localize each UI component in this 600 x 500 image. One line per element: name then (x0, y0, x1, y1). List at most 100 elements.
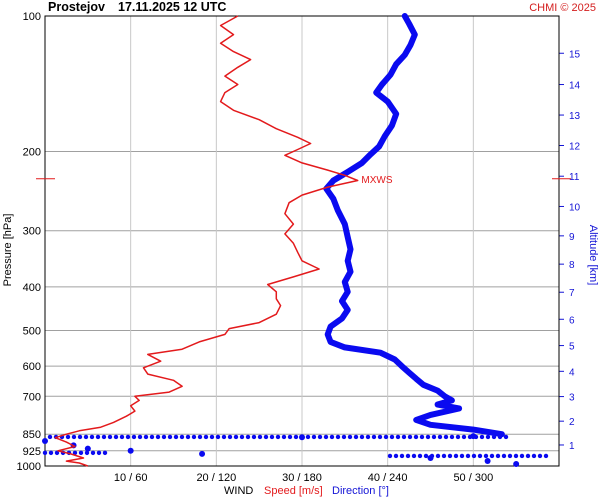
altitude-tick-label: 3 (569, 393, 575, 404)
direction-point (269, 434, 275, 440)
direction-point (203, 434, 209, 440)
pressure-tick-label: 100 (23, 11, 41, 23)
direction-point (411, 453, 417, 459)
wind-tick-label: 50 / 300 (453, 472, 493, 484)
pressure-tick-label: 200 (23, 146, 41, 158)
direction-point (221, 434, 227, 440)
altitude-tick-label: 12 (569, 142, 581, 153)
direction-point (323, 434, 329, 440)
direction-point (443, 434, 449, 440)
direction-point (470, 433, 477, 440)
direction-point (95, 434, 101, 440)
pressure-tick-label: 700 (23, 391, 41, 403)
direction-point (479, 434, 485, 440)
station-name: Prostejov (48, 0, 105, 14)
altitude-tick-label: 6 (569, 315, 575, 326)
direction-point (215, 434, 221, 440)
direction-point (419, 434, 425, 440)
pressure-tick-labels: 100 200 300 400 500 600 700 850 925 1000 (17, 11, 41, 473)
direction-point (347, 434, 353, 440)
direction-point (42, 438, 48, 445)
direction-point (127, 447, 134, 454)
pressure-axis-label: Pressure [hPa] (2, 214, 14, 287)
direction-point (48, 450, 54, 456)
direction-point (185, 434, 191, 440)
direction-point (353, 434, 359, 440)
direction-point (72, 450, 78, 456)
direction-point (437, 434, 443, 440)
direction-point (125, 434, 131, 440)
altitude-tick-label: 11 (569, 172, 580, 183)
direction-point (383, 434, 389, 440)
direction-point (311, 434, 317, 440)
direction-point (197, 434, 203, 440)
direction-point (377, 434, 383, 440)
altitude-tick-label: 13 (569, 111, 581, 122)
direction-point (167, 434, 173, 440)
direction-point (477, 453, 483, 459)
direction-point (54, 450, 60, 456)
series-layer (42, 13, 549, 468)
direction-point (42, 450, 48, 456)
direction-point (239, 434, 245, 440)
direction-point (263, 434, 269, 440)
direction-point (233, 434, 239, 440)
direction-point (77, 434, 83, 440)
wind-axis-title-speed: Speed [m/s] (264, 485, 323, 497)
direction-point (335, 434, 341, 440)
direction-point (143, 434, 149, 440)
direction-point (359, 434, 365, 440)
direction-point (423, 453, 429, 459)
altitude-tick-label: 7 (569, 288, 575, 299)
altitude-axis-label: Altitude [km] (587, 225, 599, 286)
direction-point (461, 434, 467, 440)
altitude-tick-label: 9 (569, 232, 575, 243)
direction-point (107, 434, 113, 440)
wind-tick-label: 40 / 240 (368, 472, 408, 484)
wind-axis-title: WIND Speed [m/s] Direction [°] (224, 485, 389, 497)
direction-point (425, 434, 431, 440)
direction-point (484, 458, 491, 465)
max-wind-label: MXWS (361, 175, 392, 186)
direction-point (389, 434, 395, 440)
direction-point (495, 453, 501, 459)
direction-point (96, 450, 102, 456)
direction-point (89, 434, 95, 440)
direction-point (131, 434, 137, 440)
gridlines (45, 16, 559, 466)
altitude-tick-label: 15 (569, 49, 581, 60)
direction-point (387, 453, 393, 459)
pressure-tick-label: 925 (23, 446, 41, 458)
direction-point (113, 434, 119, 440)
direction-point (251, 434, 257, 440)
direction-point (435, 453, 441, 459)
direction-point (161, 434, 167, 440)
direction-point (341, 434, 347, 440)
direction-point (365, 434, 371, 440)
wind-tick-label: 20 / 120 (196, 472, 236, 484)
altitude-tick-label: 5 (569, 342, 575, 353)
direction-point (78, 450, 84, 456)
pressure-tick-label: 1000 (17, 461, 41, 473)
direction-point (65, 434, 71, 440)
direction-point (275, 434, 281, 440)
direction-point (119, 434, 125, 440)
direction-point (395, 434, 401, 440)
direction-point (501, 453, 507, 459)
direction-point (47, 434, 53, 440)
direction-point (525, 453, 531, 459)
direction-point (149, 434, 155, 440)
altitude-tick-label: 2 (569, 417, 575, 428)
direction-point (305, 434, 311, 440)
sounding-datetime: 17.11.2025 12 UTC (118, 0, 226, 14)
wind-axis-title-direction: Direction [°] (332, 485, 389, 497)
direction-point (71, 434, 77, 440)
direction-point (489, 453, 495, 459)
pressure-tick-label: 400 (23, 282, 41, 294)
wind-tick-label: 10 / 60 (114, 472, 148, 484)
direction-point (287, 434, 293, 440)
altitude-tick-label: 4 (569, 367, 575, 378)
direction-point (537, 453, 543, 459)
